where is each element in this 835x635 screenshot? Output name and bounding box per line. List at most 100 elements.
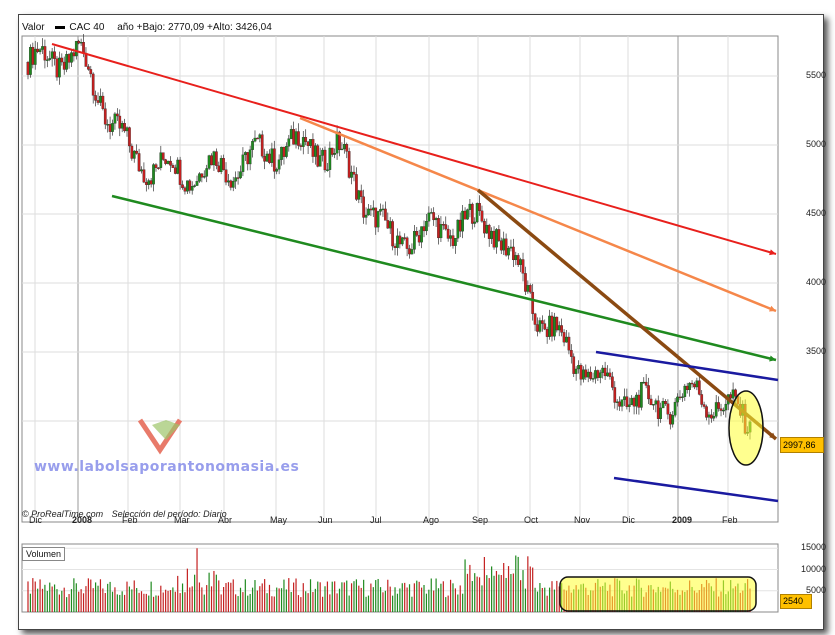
candle-body — [164, 159, 167, 164]
candle-body — [120, 123, 124, 129]
candle-body — [574, 368, 578, 374]
candle-body — [548, 315, 551, 337]
candle-body — [589, 371, 592, 379]
candle-body — [183, 187, 187, 192]
x-tick-label: Oct — [524, 515, 539, 525]
candle-body — [111, 123, 114, 132]
candle-body — [289, 129, 293, 139]
candle-body — [217, 165, 221, 172]
candle-body — [608, 372, 612, 377]
candle-body — [393, 245, 397, 248]
candle-body — [434, 218, 438, 221]
candle-body — [468, 203, 472, 210]
candle-body — [236, 177, 240, 179]
candle-body — [123, 123, 126, 132]
candle-body — [483, 221, 486, 234]
candle-body — [441, 224, 445, 226]
candle-body — [149, 180, 153, 185]
candle-body — [285, 146, 288, 157]
candle-body — [45, 59, 49, 61]
candle-body — [391, 221, 394, 247]
candle-body — [417, 235, 421, 243]
candle-body — [422, 226, 426, 232]
x-tick-label: 2009 — [672, 515, 693, 525]
candle-body — [224, 169, 228, 183]
candle-body — [157, 167, 160, 169]
candle-body — [50, 51, 54, 59]
candle-body — [620, 399, 624, 407]
green-trendline — [111, 194, 777, 362]
candle-body — [29, 46, 32, 75]
candle-body — [347, 151, 351, 178]
red-trendline-arrow — [769, 249, 776, 256]
candle-body — [654, 400, 658, 405]
candle-body — [594, 370, 597, 379]
candle-body — [722, 409, 725, 412]
candle-body — [601, 367, 605, 373]
orange-trendline — [299, 116, 777, 313]
candle-body — [384, 208, 387, 221]
candle-body — [625, 396, 629, 407]
candle-body — [514, 255, 518, 261]
candle-body — [400, 237, 404, 245]
candle-body — [342, 144, 346, 150]
candle-body — [437, 218, 440, 239]
candle-body — [565, 336, 568, 343]
candle-body — [627, 404, 631, 407]
candle-body — [311, 139, 315, 157]
volume-tick-label: 15000 — [800, 542, 826, 553]
candle-body — [598, 372, 602, 378]
candle-body — [427, 212, 431, 222]
candle-body — [545, 329, 549, 337]
candle-body — [613, 387, 617, 403]
candle-body — [560, 325, 564, 333]
candle-body — [533, 313, 537, 325]
candle-body — [386, 220, 390, 229]
candle-body — [668, 414, 672, 425]
candle-body — [702, 404, 706, 407]
candle-body — [714, 402, 718, 417]
candle-body — [282, 146, 286, 157]
candle-body — [676, 396, 679, 403]
candle-body — [413, 230, 416, 250]
candle-body — [263, 156, 266, 162]
candle-body — [272, 148, 276, 172]
candle-body — [516, 255, 520, 265]
candle-body — [166, 160, 170, 164]
candle-body — [79, 41, 83, 44]
candle-body — [396, 235, 399, 248]
candle-body — [355, 174, 358, 200]
candle-body — [526, 285, 530, 292]
y-tick-label: 4500 — [805, 208, 826, 218]
candle-body — [36, 48, 40, 52]
candle-body — [557, 325, 561, 331]
candle-body — [94, 95, 97, 101]
candle-body — [649, 398, 653, 406]
candle-body — [420, 226, 423, 243]
candle-body — [316, 145, 320, 167]
x-tick-label: Ago — [423, 515, 440, 525]
candle-body — [603, 367, 607, 377]
candle-body — [301, 137, 305, 147]
candle-body — [446, 228, 450, 239]
candle-body — [62, 61, 66, 70]
candle-body — [326, 169, 329, 171]
candle-body — [364, 214, 368, 218]
highlight-ellipse — [728, 390, 764, 466]
candle-body — [108, 124, 112, 132]
candle-body — [130, 145, 134, 159]
blue-channel-upper — [595, 350, 779, 382]
candle-body — [562, 332, 566, 343]
candle-body — [502, 238, 506, 251]
candle-body — [480, 210, 484, 222]
candle-body — [140, 169, 143, 172]
candle-body — [210, 155, 213, 166]
candle-body — [350, 171, 353, 178]
candle-body — [673, 401, 677, 416]
source-credit: © ProRealTime.com Selección del período:… — [22, 509, 227, 519]
watermark-logo — [152, 420, 180, 440]
series-legend-swatch — [55, 25, 66, 29]
candle-body — [632, 397, 636, 407]
candle-body — [173, 167, 177, 174]
candle-body — [345, 144, 349, 152]
